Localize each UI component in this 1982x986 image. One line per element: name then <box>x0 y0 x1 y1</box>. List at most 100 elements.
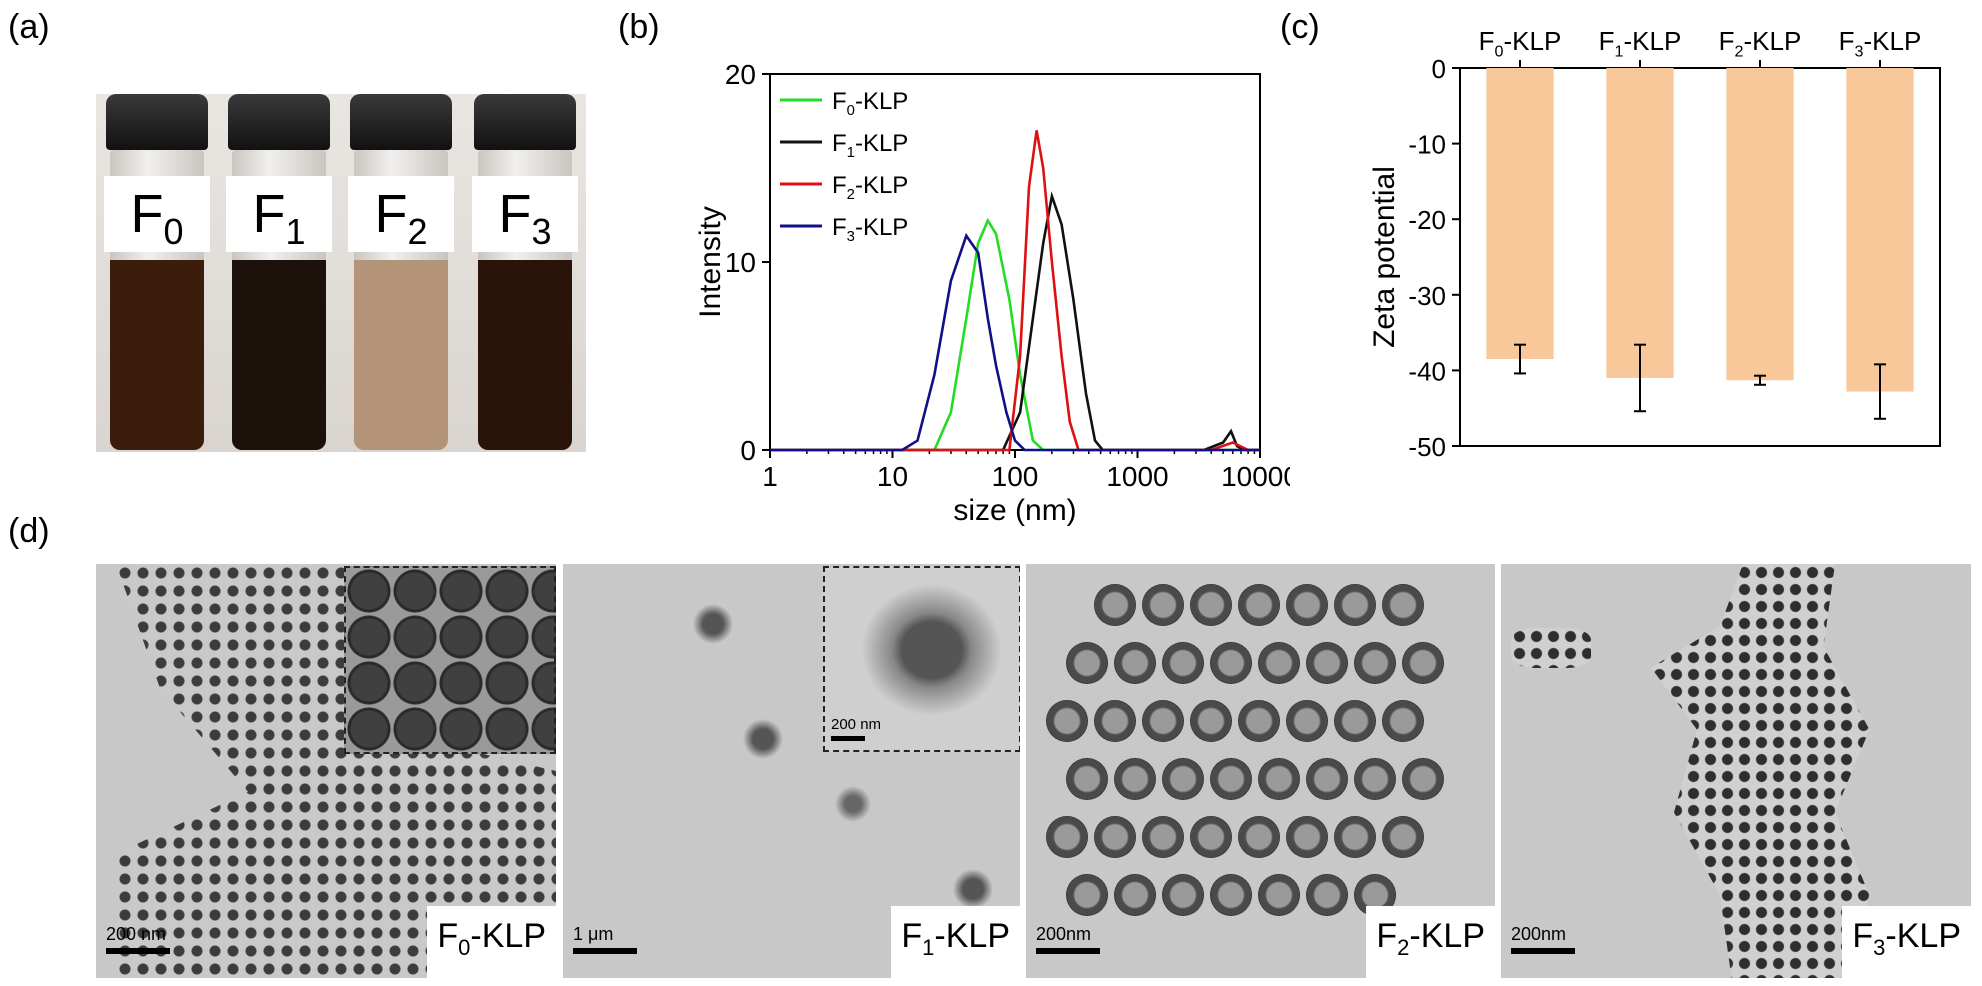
y-tick-label: -30 <box>1408 281 1446 311</box>
inset-scalebar: 200 nm <box>831 716 881 741</box>
panel-letter-d: (d) <box>8 512 50 550</box>
category-label-0: F0-KLP <box>1479 26 1562 61</box>
hollow-particle <box>1210 642 1252 684</box>
y-axis-label: Intensity <box>694 206 727 318</box>
vial-1: F1 <box>226 94 332 452</box>
hollow-particle <box>1190 816 1232 858</box>
hollow-particle <box>1306 642 1348 684</box>
particle-cluster <box>1511 628 1591 668</box>
hollow-particle <box>1258 758 1300 800</box>
hollow-particle <box>1382 816 1424 858</box>
hollow-particle <box>1258 642 1300 684</box>
hollow-particle <box>1238 816 1280 858</box>
vial-label: F2 <box>348 176 454 252</box>
scalebar-label: 200nm <box>1036 924 1092 944</box>
scalebar: 1 μm <box>573 924 637 954</box>
panel-letter-b: (b) <box>618 8 660 46</box>
y-tick-label: 10 <box>725 247 756 278</box>
tem-image-1: 200 nm 1 μm F1-KLP <box>563 564 1020 978</box>
hollow-particle <box>1142 816 1184 858</box>
hollow-particle <box>1258 874 1300 916</box>
hollow-particle <box>1114 642 1156 684</box>
vial-liquid <box>354 260 448 450</box>
vial-label: F3 <box>472 176 578 252</box>
scalebar-bar <box>573 948 637 954</box>
hollow-particle <box>1306 874 1348 916</box>
hollow-particle <box>1190 700 1232 742</box>
tem-image-3: 200nm F3-KLP <box>1501 564 1971 978</box>
aggregate <box>743 714 783 764</box>
hollow-particle <box>1162 642 1204 684</box>
hollow-particle <box>1286 700 1328 742</box>
scalebar-label: 200 nm <box>106 924 167 944</box>
hollow-particle <box>1210 758 1252 800</box>
hollow-particle <box>1382 700 1424 742</box>
vial-cap <box>350 94 452 150</box>
aggregate <box>953 864 993 914</box>
hollow-particle <box>1066 642 1108 684</box>
y-tick-label: -10 <box>1408 130 1446 160</box>
aggregate <box>693 604 733 644</box>
hollow-particle <box>1334 700 1376 742</box>
hollow-particle <box>1286 584 1328 626</box>
hollow-particle <box>1094 700 1136 742</box>
hollow-particle <box>1354 642 1396 684</box>
category-label-1: F1-KLP <box>1599 26 1682 61</box>
x-tick-label: 1 <box>762 461 778 492</box>
panel-letter-a: (a) <box>8 8 50 46</box>
tem-image-0: 200 nm F0-KLP <box>96 564 556 978</box>
scalebar-bar <box>1511 948 1575 954</box>
scalebar: 200nm <box>1511 924 1575 954</box>
y-tick-label: 0 <box>1432 54 1446 84</box>
tem-image-label: F3-KLP <box>1842 906 1971 978</box>
vial-cap <box>474 94 576 150</box>
aggregate <box>833 784 873 824</box>
zeta-potential-chart: 0 -10 -20 -30 -40 -50 Zeta potential F0-KLP F1-K… <box>1368 26 1941 462</box>
x-tick-label: 100 <box>992 461 1039 492</box>
hollow-particle <box>1334 816 1376 858</box>
hollow-particle <box>1402 642 1444 684</box>
series-line-0 <box>770 217 1260 452</box>
vial-3: F3 <box>472 94 578 452</box>
hollow-particle <box>1162 758 1204 800</box>
vial-photo: F0 F1 F2 F3 <box>96 94 586 452</box>
hollow-particle <box>1162 874 1204 916</box>
scalebar-label: 200nm <box>1511 924 1567 944</box>
category-label-3: F3-KLP <box>1839 26 1922 61</box>
hollow-particle <box>1114 874 1156 916</box>
hollow-particle <box>1142 700 1184 742</box>
hollow-particle <box>1402 758 1444 800</box>
hollow-particle <box>1066 874 1108 916</box>
hollow-particle <box>1114 758 1156 800</box>
scalebar: 200nm <box>1036 924 1100 954</box>
hollow-particle <box>1094 584 1136 626</box>
vial-liquid <box>110 260 204 450</box>
scalebar-bar <box>106 948 170 954</box>
vial-2: F2 <box>348 94 454 452</box>
hollow-particle <box>1142 584 1184 626</box>
x-tick-label: 10 <box>877 461 908 492</box>
y-tick-label: -50 <box>1408 432 1446 462</box>
hollow-particle <box>1354 758 1396 800</box>
vial-liquid <box>232 260 326 450</box>
scalebar-label: 1 μm <box>573 924 614 944</box>
y-tick-label: 0 <box>740 435 756 466</box>
scalebar: 200 nm <box>106 924 170 954</box>
vial-label: F1 <box>226 176 332 252</box>
hollow-particle <box>1238 700 1280 742</box>
y-tick-label: -40 <box>1408 356 1446 386</box>
vial-cap <box>106 94 208 150</box>
vial-liquid <box>478 260 572 450</box>
category-label-2: F2-KLP <box>1719 26 1802 61</box>
vial-cap <box>228 94 330 150</box>
legend-entry-0: F0-KLP <box>832 88 908 119</box>
vial-0: F0 <box>104 94 210 452</box>
y-axis-label: Zeta potential <box>1368 166 1401 348</box>
panel-letter-c: (c) <box>1280 8 1320 46</box>
inset-zoom <box>823 566 1020 752</box>
hollow-particle <box>1382 584 1424 626</box>
inset-scalebar-bar <box>831 736 865 741</box>
tem-image-label: F2-KLP <box>1366 906 1495 978</box>
